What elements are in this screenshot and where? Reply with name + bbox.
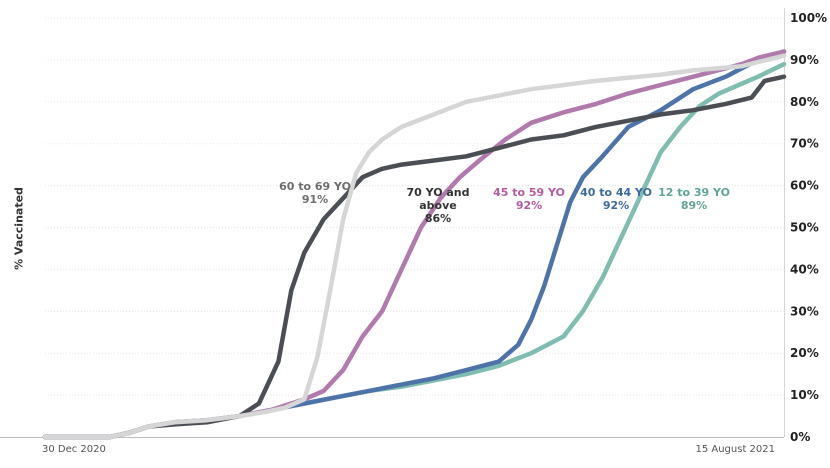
series-annotation-70-yo-and-above: 70 YO and above 86% xyxy=(406,186,469,225)
y-tick-label: 90% xyxy=(790,53,819,67)
series-annotation-45-to-59-yo: 45 to 59 YO 92% xyxy=(493,186,565,212)
series-annotation-12-to-39-yo: 12 to 39 YO 89% xyxy=(658,186,730,212)
y-tick-label: 70% xyxy=(790,137,819,151)
annotation-line: 91% xyxy=(302,193,328,206)
x-start-label: 30 Dec 2020 xyxy=(42,444,106,455)
y-tick-label: 0% xyxy=(790,430,810,444)
annotation-line: 60 to 69 YO xyxy=(279,180,351,193)
y-tick-labels: 0% 10% 20% 30% 40% 50% 60% 70% 80% 90% 100% xyxy=(790,11,827,444)
annotation-line: 92% xyxy=(603,199,629,212)
series-line-60-to-69-yo xyxy=(42,53,787,440)
series-annotations: 60 to 69 YO 91% 70 YO and above 86% 45 to 59 … xyxy=(279,180,730,225)
annotation-line: 89% xyxy=(681,199,707,212)
annotation-line: above xyxy=(419,199,457,212)
y-tick-label: 10% xyxy=(790,388,819,402)
y-tick-label: 40% xyxy=(790,262,819,276)
y-tick-label: 80% xyxy=(790,95,819,109)
annotation-line: 45 to 59 YO xyxy=(493,186,565,199)
annotation-line: 86% xyxy=(425,212,451,225)
y-tick-label: 30% xyxy=(790,304,819,318)
annotation-line: 70 YO and xyxy=(406,186,469,199)
series-lines xyxy=(42,49,787,440)
annotation-line: 40 to 44 YO xyxy=(580,186,652,199)
annotation-line: 92% xyxy=(516,199,542,212)
annotation-line: 12 to 39 YO xyxy=(658,186,730,199)
y-tick-label: 60% xyxy=(790,179,819,193)
series-line-45-to-59-yo xyxy=(42,49,787,440)
gridlines xyxy=(45,17,784,396)
series-annotation-60-to-69-yo: 60 to 69 YO 91% xyxy=(279,180,351,206)
x-end-label: 15 August 2021 xyxy=(695,444,775,455)
y-tick-label: 100% xyxy=(790,11,827,25)
y-tick-label: 50% xyxy=(790,221,819,235)
y-tick-label: 20% xyxy=(790,346,819,360)
series-annotation-40-to-44-yo: 40 to 44 YO 92% xyxy=(580,186,652,212)
